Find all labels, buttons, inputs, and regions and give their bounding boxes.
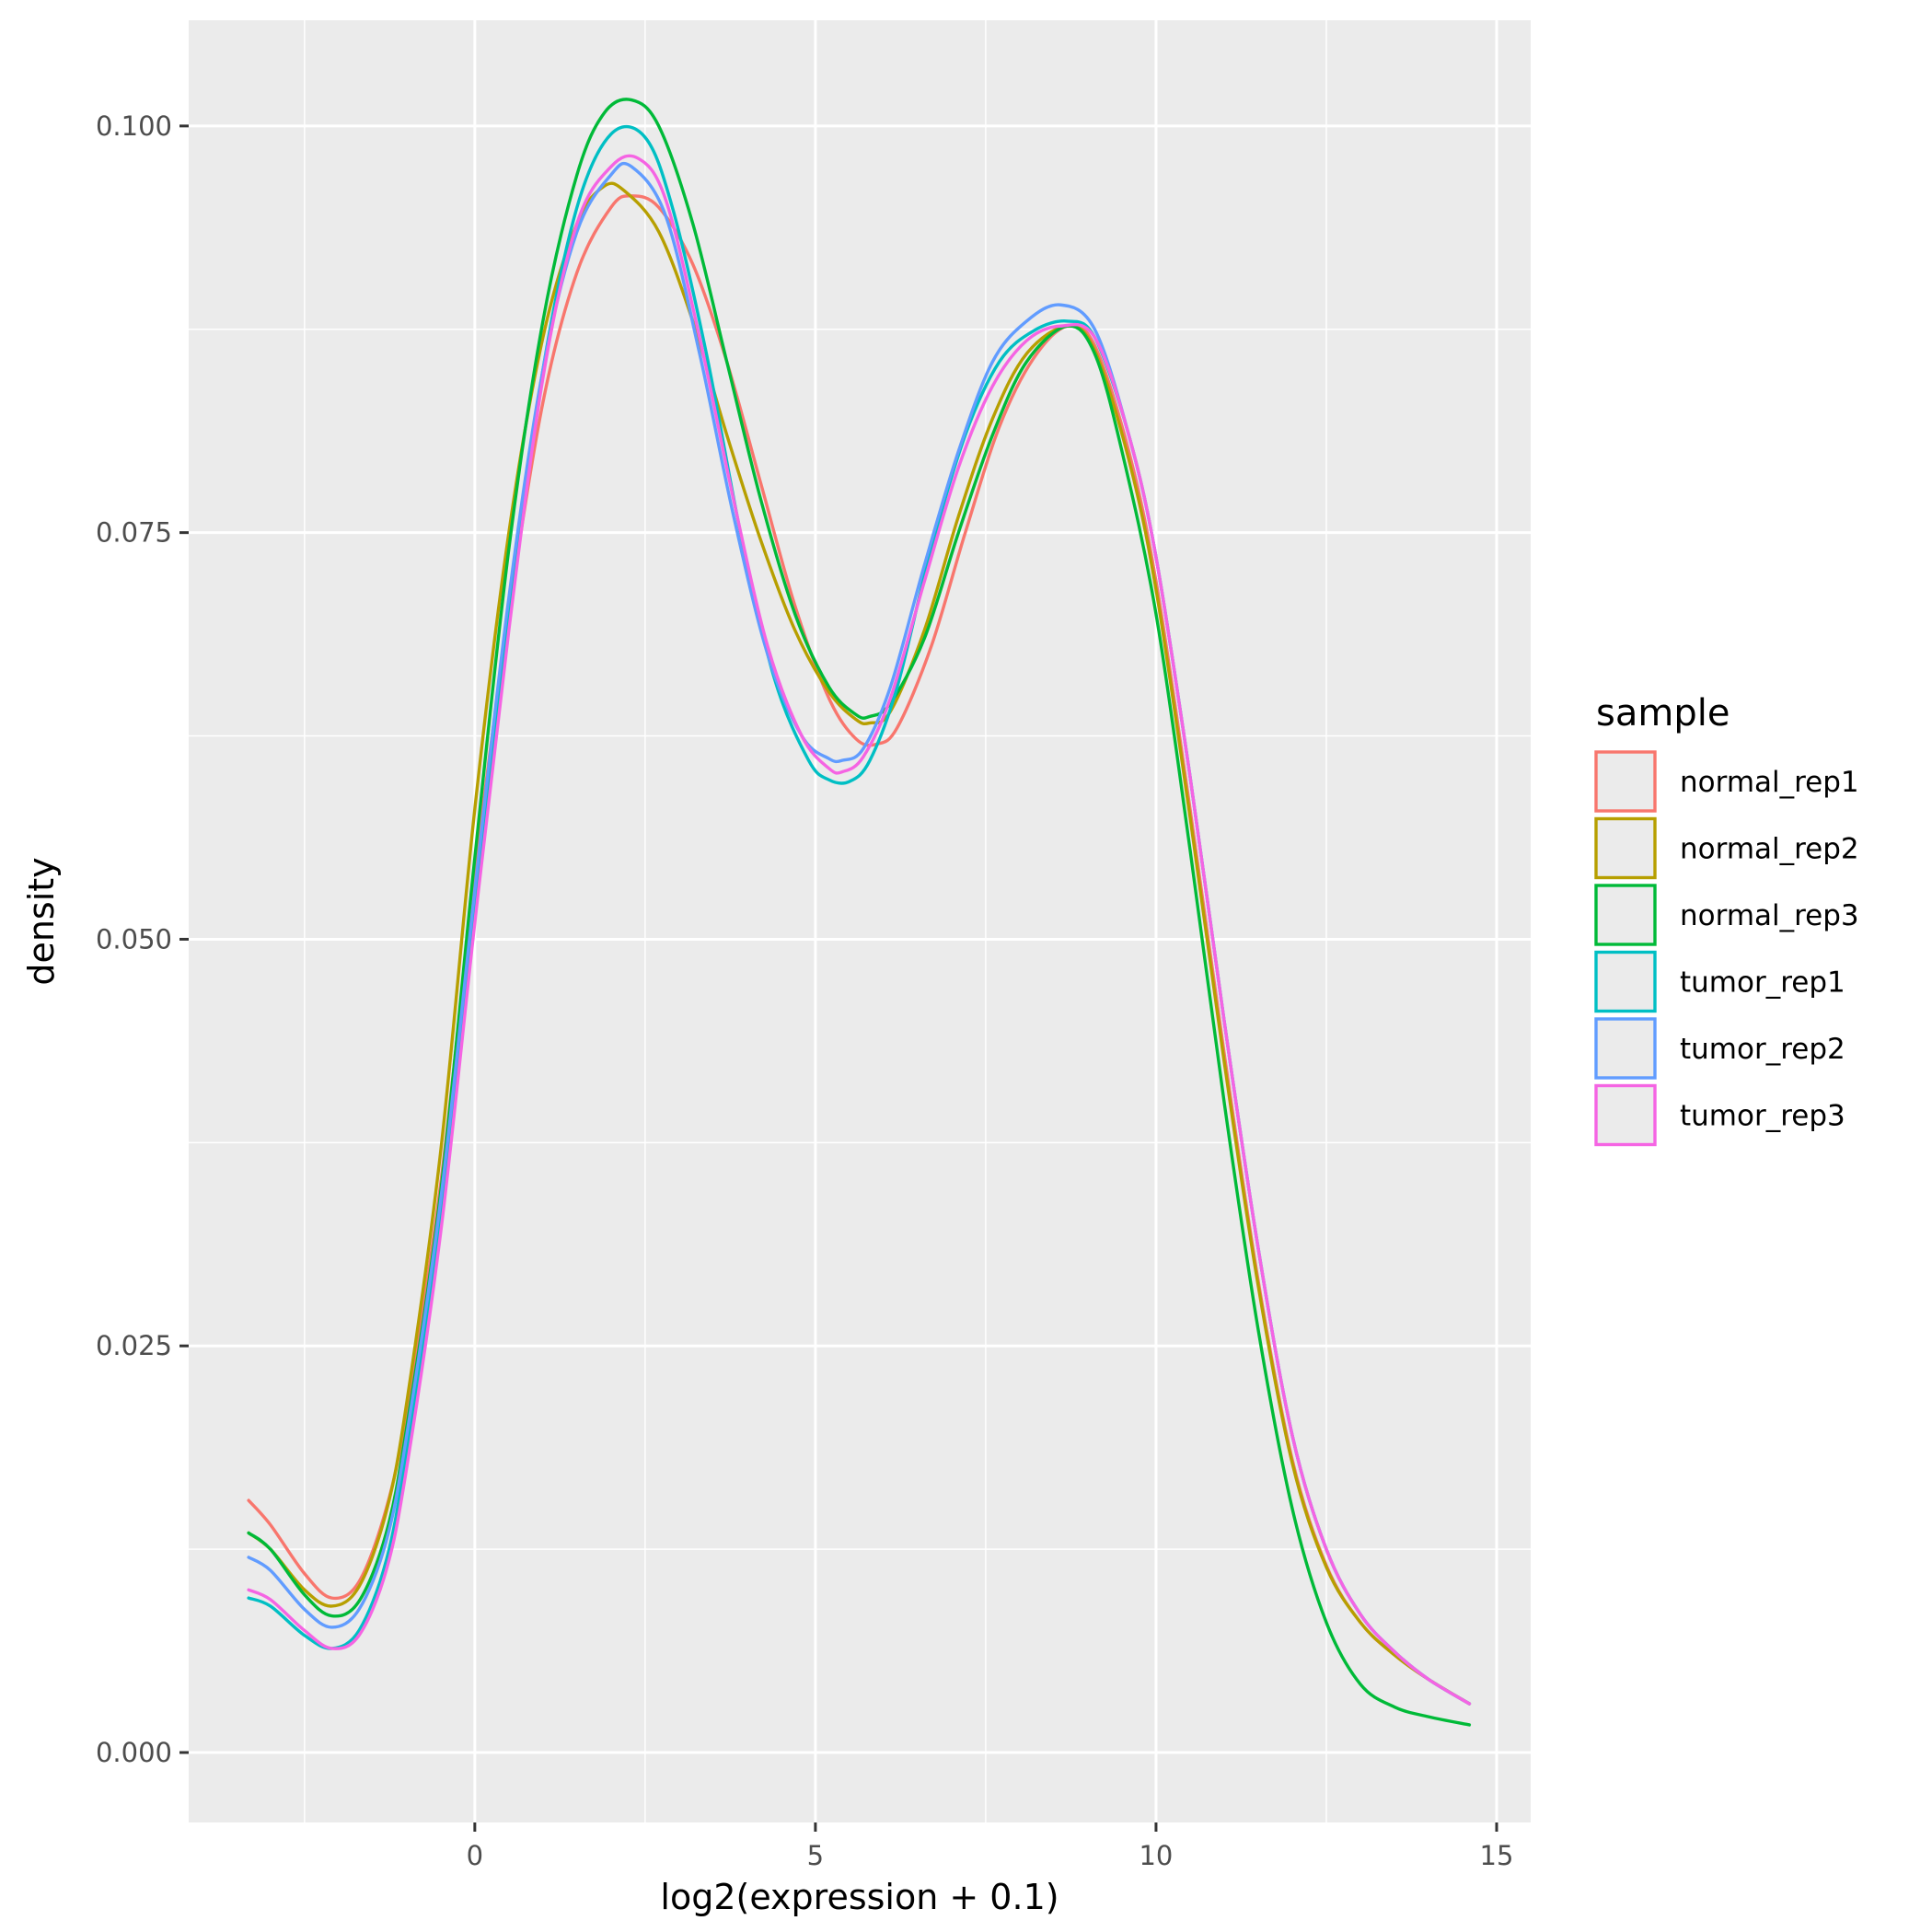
series-line-normal-rep2 <box>247 181 1472 1706</box>
major-gridlines <box>189 20 1531 1822</box>
legend-key-tumor-rep3 <box>1594 1083 1657 1147</box>
x-tick-label-1: 5 <box>807 1840 824 1871</box>
legend-label-normal-rep3: normal_rep3 <box>1680 899 1859 932</box>
y-tick-label-0: 0.000 <box>96 1737 172 1768</box>
legend-title: sample <box>1596 692 1730 735</box>
legend-label-tumor-rep3: tumor_rep3 <box>1680 1100 1845 1133</box>
y-tick-label-2: 0.050 <box>96 923 172 954</box>
legend-items: normal_rep1 normal_rep2 normal_rep3 tumor_r… <box>1594 750 1859 1147</box>
legend-label-normal-rep1: normal_rep1 <box>1680 766 1859 799</box>
legend: sample normal_rep1 normal_rep2 normal_rep3… <box>1594 692 1859 1147</box>
legend-key-tumor-rep2 <box>1594 1017 1657 1080</box>
legend-key-normal-rep3 <box>1594 884 1657 946</box>
y-tick-label-4: 0.100 <box>96 110 172 142</box>
minor-gridlines <box>189 20 1531 1822</box>
x-axis-title: log2(expression + 0.1) <box>660 1877 1059 1917</box>
legend-key-normal-rep2 <box>1594 816 1657 880</box>
x-tick-label-2: 10 <box>1139 1840 1173 1871</box>
series-line-tumor-rep3 <box>247 154 1472 1706</box>
x-tick-label-3: 15 <box>1480 1840 1514 1871</box>
legend-label-tumor-rep1: tumor_rep1 <box>1680 966 1845 1000</box>
y-tick-label-1: 0.025 <box>96 1330 172 1361</box>
x-tick-label-0: 0 <box>467 1840 483 1871</box>
series-lines <box>247 98 1472 1727</box>
legend-label-normal-rep2: normal_rep2 <box>1680 833 1859 866</box>
y-tick-label-3: 0.075 <box>96 517 172 549</box>
legend-key-tumor-rep1 <box>1594 950 1657 1013</box>
plot-panel <box>189 20 1531 1822</box>
y-axis-title: density <box>21 857 62 985</box>
x-axis: 0 5 10 15 <box>467 1822 1514 1871</box>
y-axis: 0.000 0.025 0.050 0.075 0.100 <box>96 110 189 1768</box>
legend-label-tumor-rep2: tumor_rep2 <box>1680 1033 1845 1066</box>
legend-key-normal-rep1 <box>1594 750 1657 813</box>
